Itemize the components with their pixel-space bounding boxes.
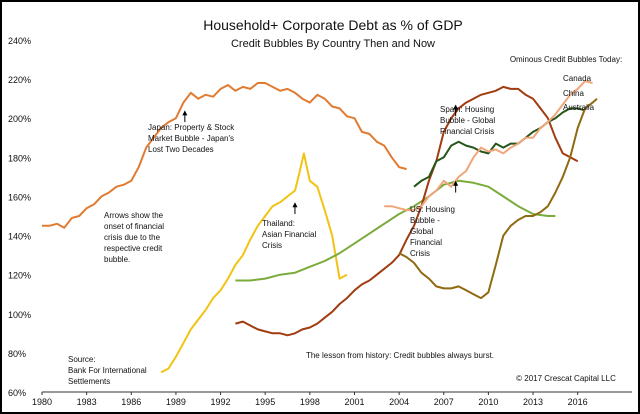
x-tick-label: 2007: [434, 397, 454, 407]
annotation-spain: Bubble - Global: [440, 116, 495, 125]
x-tick-label: 1986: [121, 397, 141, 407]
series-line-china: [413, 107, 586, 188]
series-line-australia: [398, 97, 598, 300]
x-tick-label: 1992: [211, 397, 231, 407]
x-tick-label: 2016: [568, 397, 588, 407]
x-tick-label: 1983: [77, 397, 97, 407]
series-line-spain: [235, 85, 579, 337]
legend-header: Ominous Credit Bubbles Today:: [510, 55, 622, 64]
x-tick-label: 2010: [478, 397, 498, 407]
annotation-arrow-head: [292, 202, 298, 208]
series-line-canada: [384, 80, 593, 212]
annotation-arrow-head: [453, 104, 459, 110]
annotation-source: Bank For International: [68, 366, 147, 375]
y-tick-label: 120%: [8, 271, 31, 281]
y-tick-label: 60%: [8, 388, 26, 398]
annotation-arrow-head: [182, 110, 188, 116]
annotations: Japan: Property & Stock Market Bubble - J…: [68, 104, 616, 386]
annotation-arrows-note: onset of financial: [104, 222, 164, 231]
y-tick-label: 80%: [8, 349, 26, 359]
x-tick-label: 1995: [255, 397, 275, 407]
y-tick-label: 200%: [8, 114, 31, 124]
legend: Ominous Credit Bubbles Today: Canada China…: [510, 55, 622, 112]
annotation-arrow-head: [453, 180, 459, 186]
annotation-japan: Lost Two Decades: [148, 145, 214, 154]
annotation-spain: Financial Crisis: [440, 127, 494, 136]
annotation-thailand: Crisis: [262, 241, 282, 250]
annotation-japan: Japan: Property & Stock: [148, 123, 235, 132]
series-line-japan: [42, 82, 407, 229]
y-tick-label: 180%: [8, 153, 31, 163]
y-tick-label: 220%: [8, 75, 31, 85]
annotation-us: Financial: [410, 238, 442, 247]
annotation-spain: Spain: Housing: [440, 105, 494, 114]
y-axis-ticks: 60% 80% 100% 120% 140% 160% 180% 200% 220% 240%: [8, 36, 31, 398]
x-tick-label: 2001: [344, 397, 364, 407]
y-tick-label: 160%: [8, 192, 31, 202]
y-tick-label: 240%: [8, 36, 31, 46]
annotation-thailand: Thailand:: [262, 219, 295, 228]
chart-title: Household+ Corporate Debt as % of GDP: [203, 17, 463, 33]
annotation-arrows-note: respective credit: [104, 244, 163, 253]
annotation-us: Bubble -: [410, 216, 440, 225]
annotation-japan: Market Bubble - Japan's: [148, 134, 234, 143]
series-line-thailand: [160, 152, 348, 374]
series-lines: [42, 80, 598, 374]
x-tick-label: 1989: [166, 397, 186, 407]
y-tick-label: 140%: [8, 232, 31, 242]
annotation-arrows-note: Arrows show the: [104, 211, 164, 220]
x-tick-label: 1980: [32, 397, 52, 407]
x-tick-label: 2013: [523, 397, 543, 407]
x-tick-label: 2004: [389, 397, 409, 407]
chart-subtitle: Credit Bubbles By Country Then and Now: [231, 38, 435, 50]
legend-entry: China: [563, 89, 584, 98]
annotation-arrows-note: crisis due to the: [104, 233, 161, 242]
annotation-us: US: Housing: [410, 205, 455, 214]
annotation-us: Crisis: [410, 249, 430, 258]
annotation-source: Settlements: [68, 377, 110, 386]
annotation-us: Global: [410, 227, 433, 236]
annotation-lesson: The lesson from history: Credit bubbles …: [306, 351, 494, 360]
legend-entry: Australia: [563, 103, 595, 112]
legend-entry: Canada: [563, 74, 592, 83]
x-tick-label: 1998: [300, 397, 320, 407]
y-tick-label: 100%: [8, 310, 31, 320]
annotation-thailand: Asian Financial: [262, 230, 316, 239]
series-line-us: [235, 179, 556, 282]
annotation-copyright: © 2017 Crescat Capital LLC: [516, 374, 616, 383]
x-axis-ticks: 1980 1983 1986 1989 1992 1995 1998 2001 2004 2007…: [32, 392, 588, 407]
annotation-source: Source:: [68, 355, 96, 364]
annotation-arrows-note: bubble.: [104, 255, 130, 264]
